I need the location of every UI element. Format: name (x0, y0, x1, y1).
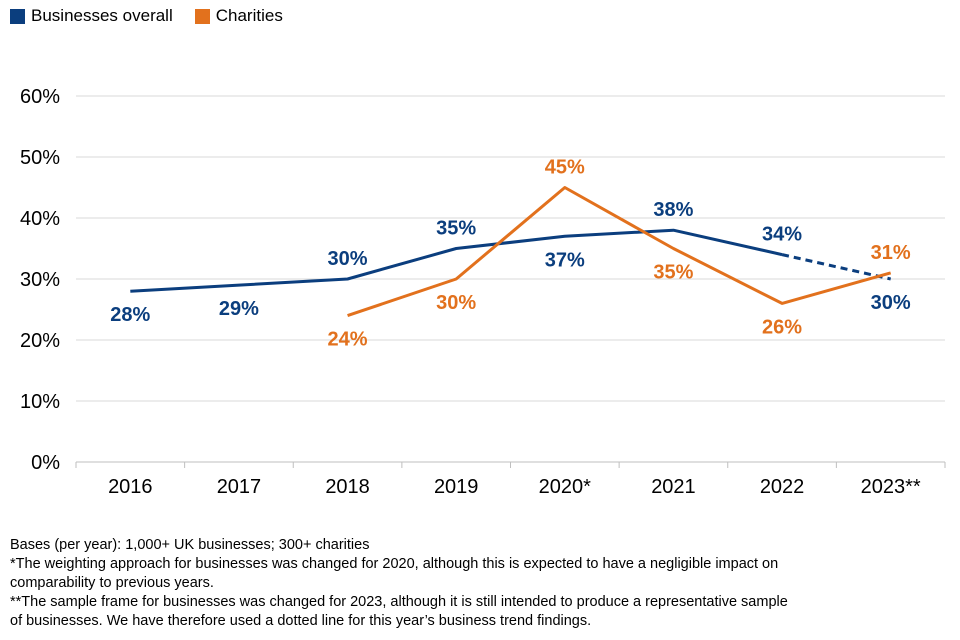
data-label: 26% (762, 316, 802, 338)
x-tick-label: 2018 (325, 476, 370, 498)
data-label: 30% (871, 292, 911, 314)
legend-label-charities: Charities (215, 6, 283, 25)
data-label: 45% (545, 157, 585, 179)
data-label: 28% (110, 304, 150, 326)
y-tick-label: 50% (20, 147, 60, 169)
y-tick-label: 40% (20, 208, 60, 230)
series-line-0 (130, 228, 783, 293)
data-label: 30% (328, 248, 368, 270)
data-label: 24% (328, 329, 368, 351)
legend-item-charities: Charities (194, 6, 283, 26)
x-tick-label: 2021 (651, 476, 696, 498)
x-tick-label: 2022 (760, 476, 805, 498)
y-tick-label: 20% (20, 330, 60, 352)
footnote-bases: Bases (per year): 1,000+ UK businesses; … (10, 537, 370, 553)
footnote-sample-frame-1: **The sample frame for businesses was ch… (10, 594, 788, 610)
footnote-weighting-1: *The weighting approach for businesses w… (10, 556, 779, 572)
data-labels: 28% 29% 30% 35% 37% 38% 34% 30% 24% 30% 45% 35% 26% 3… (110, 157, 911, 351)
y-tick-label: 30% (20, 269, 60, 291)
data-label: 30% (436, 292, 476, 314)
y-tick-label: 10% (20, 391, 60, 413)
x-tick-label: 2020* (539, 476, 591, 498)
data-label: 35% (436, 218, 476, 240)
legend-swatch-charities (194, 8, 210, 24)
legend-label-businesses: Businesses overall (31, 6, 173, 25)
series-lines (130, 186, 892, 318)
gridlines (76, 95, 945, 402)
series-dashed-segment-0 (781, 253, 892, 281)
x-tick-label: 2019 (434, 476, 479, 498)
series-line-1 (347, 186, 892, 318)
data-label: 29% (219, 298, 259, 320)
x-tick-label: 2017 (217, 476, 262, 498)
footnote-weighting-2: comparability to previous years. (10, 575, 214, 591)
axes: 0% 10% 20% 30% 40% 50% 60% 2016 2017 2018 2019 2020… (20, 86, 946, 498)
y-tick-label: 60% (20, 86, 60, 108)
data-label: 37% (545, 249, 585, 271)
x-tick-label: 2023** (861, 476, 921, 498)
legend-swatch-businesses (10, 8, 25, 24)
x-tick-label: 2016 (108, 476, 153, 498)
legend-item-businesses: Businesses overall (10, 6, 173, 26)
data-label: 35% (653, 262, 693, 284)
y-tick-label: 0% (31, 452, 60, 474)
footnote-sample-frame-2: of businesses. We have therefore used a … (10, 613, 592, 629)
data-label: 31% (871, 242, 911, 264)
data-label: 34% (762, 224, 802, 246)
legend: Businesses overall Charities (10, 6, 305, 26)
data-label: 38% (653, 199, 693, 221)
footnotes: Bases (per year): 1,000+ UK businesses; … (10, 536, 910, 631)
